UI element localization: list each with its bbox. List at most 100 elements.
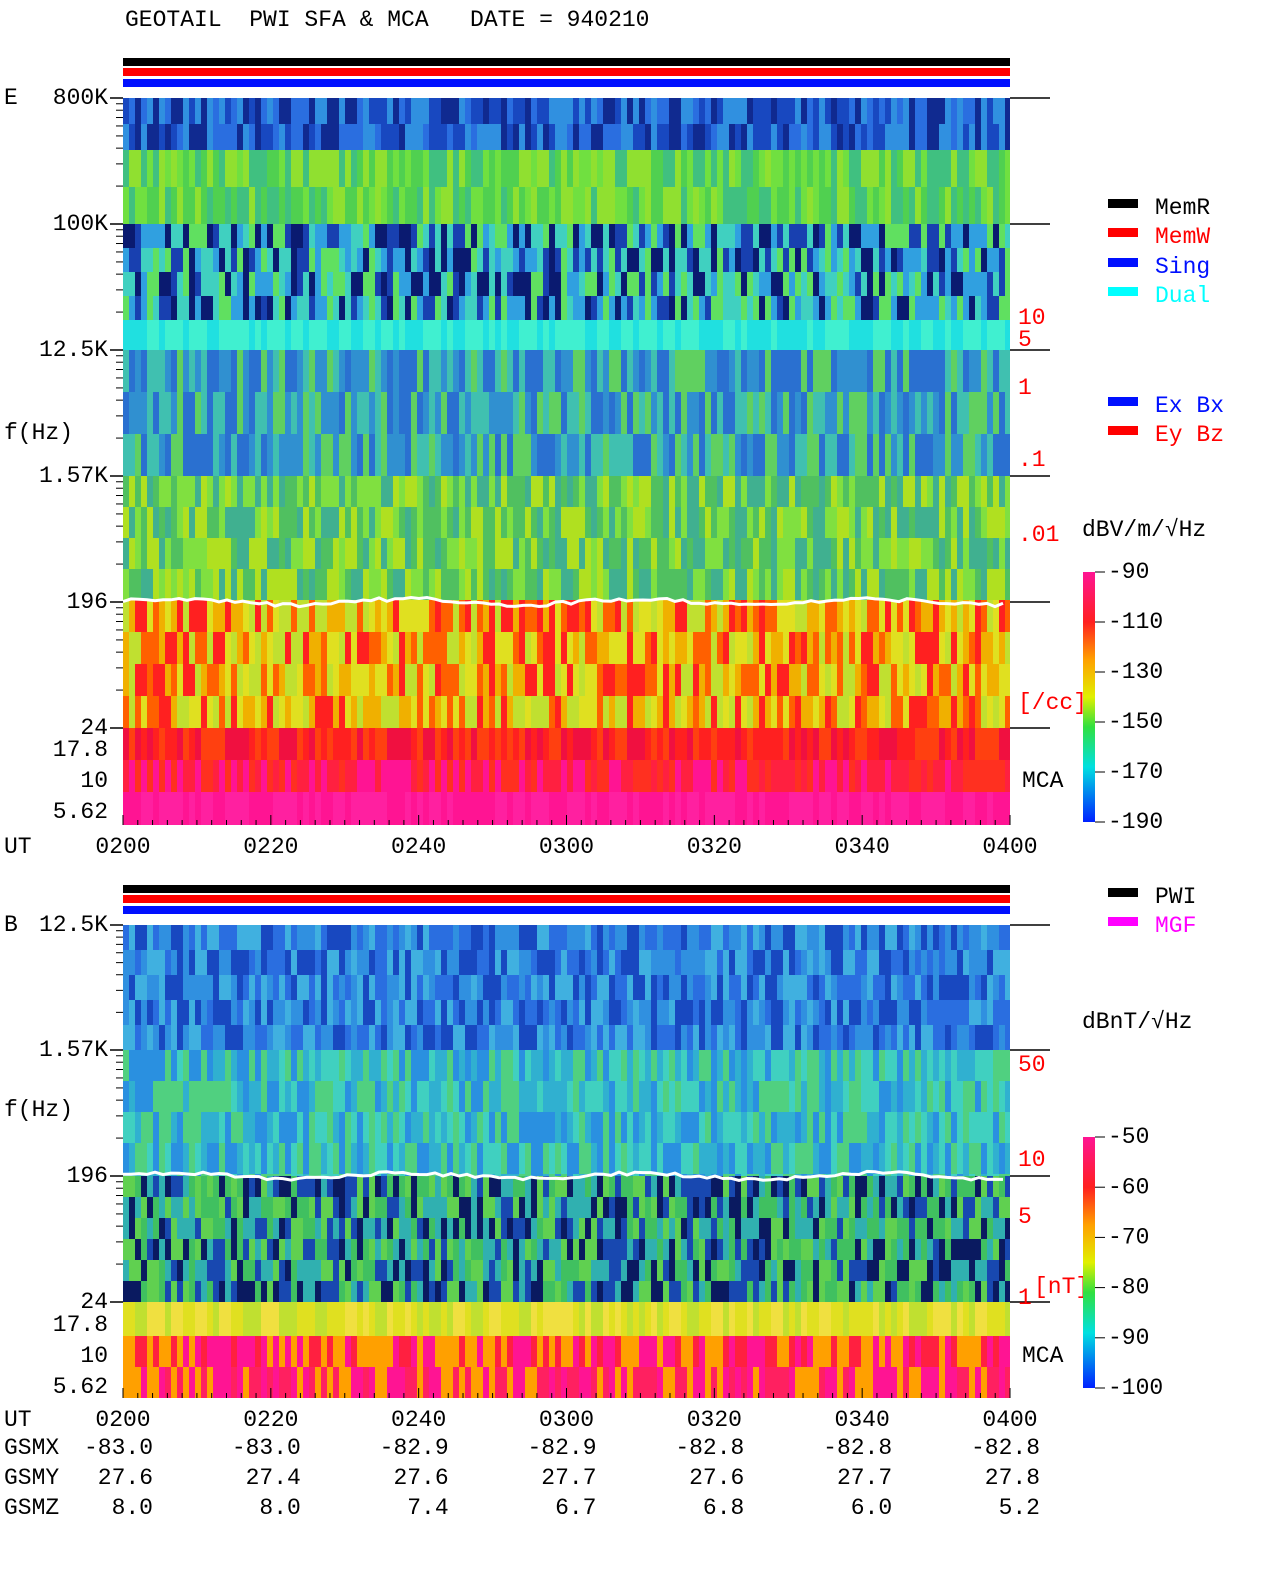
- spectrogram-cell: [693, 1081, 699, 1112]
- spectrogram-cell: [477, 350, 483, 392]
- spectrogram-cell: [843, 975, 849, 1000]
- spectrogram-cell: [417, 507, 423, 538]
- spectrogram-cell: [633, 320, 639, 350]
- spectrogram-cell: [243, 760, 249, 792]
- spectrogram-cell: [501, 124, 507, 150]
- spectrogram-cell: [261, 434, 267, 476]
- spectrogram-cell: [393, 1143, 399, 1174]
- spectrogram-cell: [915, 98, 921, 124]
- spectrogram-cell: [723, 350, 729, 392]
- spectrogram-cell: [177, 1281, 183, 1302]
- spectrogram-cell: [645, 392, 651, 434]
- spectrogram-cell: [687, 975, 693, 1000]
- spectrogram-cell: [921, 224, 927, 248]
- spectrogram-cell: [411, 728, 417, 760]
- spectrogram-cell: [201, 632, 207, 664]
- spectrogram-cell: [267, 1174, 273, 1176]
- spectrogram-cell: [795, 320, 801, 350]
- spectrogram-cell: [855, 187, 861, 224]
- spectrogram-cell: [189, 696, 195, 728]
- spectrogram-cell: [285, 124, 291, 150]
- spectrogram-cell: [741, 664, 747, 696]
- spectrogram-cell: [993, 507, 999, 538]
- spectrogram-cell: [273, 975, 279, 1000]
- spectrogram-cell: [225, 1176, 231, 1197]
- spectrogram-cell: [213, 1000, 219, 1025]
- spectrogram-cell: [465, 1050, 471, 1081]
- spectrogram-cell: [459, 124, 465, 150]
- spectrogram-cell: [573, 760, 579, 792]
- spectrogram-cell: [567, 224, 573, 248]
- spectrogram-cell: [135, 664, 141, 696]
- spectrogram-cell: [729, 925, 735, 950]
- spectrogram-cell: [399, 392, 405, 434]
- spectrogram-cell: [285, 950, 291, 975]
- spectrogram-cell: [405, 569, 411, 600]
- spectrogram-cell: [381, 792, 387, 825]
- spectrogram-cell: [651, 950, 657, 975]
- spectrogram-cell: [537, 434, 543, 476]
- spectrogram-cell: [765, 1174, 771, 1176]
- spectrogram-cell: [231, 1025, 237, 1050]
- spectrogram-cell: [813, 950, 819, 975]
- spectrogram-cell: [507, 950, 513, 975]
- spectrogram-cell: [465, 538, 471, 569]
- spectrogram-cell: [597, 760, 603, 792]
- spectrogram-cell: [165, 1239, 171, 1260]
- spectrogram-cell: [675, 925, 681, 950]
- spectrogram-cell: [189, 224, 195, 248]
- spectrogram-cell: [741, 632, 747, 664]
- spectrogram-cell: [663, 392, 669, 434]
- spectrogram-cell: [723, 98, 729, 124]
- spectrogram-cell: [255, 1174, 261, 1176]
- spectrogram-cell: [399, 1025, 405, 1050]
- spectrogram-cell: [711, 476, 717, 507]
- spectrogram-cell: [879, 392, 885, 434]
- spectrogram-cell: [627, 696, 633, 728]
- spectrogram-cell: [507, 925, 513, 950]
- spectrogram-cell: [441, 320, 447, 350]
- spectrogram-cell: [429, 248, 435, 272]
- spectrogram-cell: [237, 187, 243, 224]
- spectrogram-cell: [531, 925, 537, 950]
- spectrogram-cell: [183, 1197, 189, 1218]
- spectrogram-cell: [399, 664, 405, 696]
- spectrogram-cell: [999, 187, 1005, 224]
- spectrogram-cell: [819, 98, 825, 124]
- spectrogram-cell: [885, 975, 891, 1000]
- spectrogram-cell: [243, 507, 249, 538]
- spectrogram-cell: [303, 1050, 309, 1081]
- spectrogram-cell: [921, 434, 927, 476]
- spectrogram-cell: [621, 664, 627, 696]
- spectrogram-cell: [129, 1025, 135, 1050]
- spectrogram-cell: [801, 632, 807, 664]
- spectrogram-cell: [507, 1025, 513, 1050]
- spectrogram-cell: [483, 1025, 489, 1050]
- spectrogram-cell: [753, 728, 759, 760]
- spectrogram-cell: [819, 538, 825, 569]
- spectrogram-cell: [537, 187, 543, 224]
- spectrogram-cell: [975, 792, 981, 825]
- spectrogram-cell: [567, 98, 573, 124]
- spectrogram-cell: [567, 272, 573, 296]
- spectrogram-cell: [687, 760, 693, 792]
- spectrogram-cell: [441, 434, 447, 476]
- spectrogram-cell: [747, 1000, 753, 1025]
- spectrogram-cell: [537, 760, 543, 792]
- spectrogram-cell: [147, 98, 153, 124]
- spectrogram-cell: [507, 350, 513, 392]
- spectrogram-cell: [219, 632, 225, 664]
- spectrogram-cell: [939, 296, 945, 320]
- spectrogram-cell: [741, 760, 747, 792]
- spectrogram-cell: [279, 1025, 285, 1050]
- spectrogram-cell: [669, 320, 675, 350]
- spectrogram-cell: [471, 1025, 477, 1050]
- spectrogram-cell: [153, 1239, 159, 1260]
- spectrogram-cell: [903, 476, 909, 507]
- spectrogram-cell: [195, 1050, 201, 1081]
- spectrogram-cell: [477, 296, 483, 320]
- spectrogram-cell: [159, 507, 165, 538]
- spectrogram-cell: [171, 1143, 177, 1174]
- spectrogram-cell: [675, 434, 681, 476]
- spectrogram-cell: [789, 950, 795, 975]
